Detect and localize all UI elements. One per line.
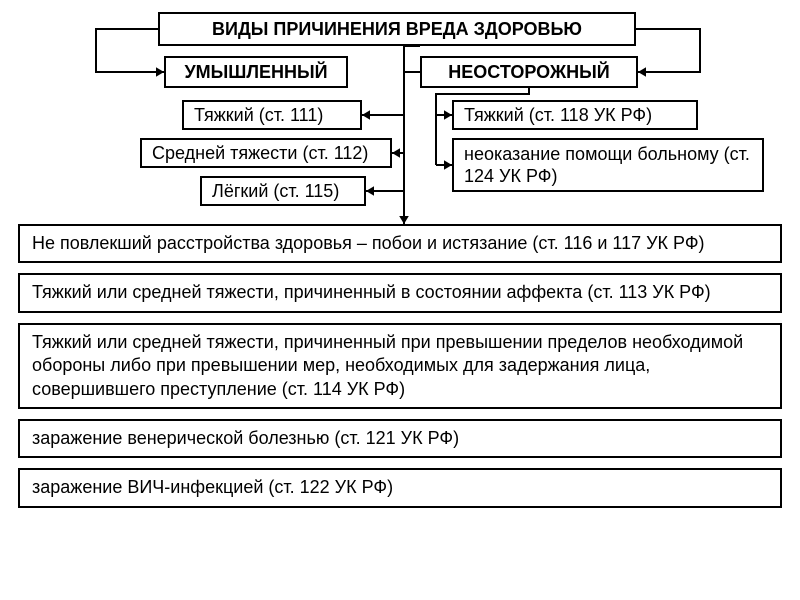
- branch-negligent-label: НЕОСТОРОЖНЫЙ: [448, 61, 609, 84]
- full-row-1: Тяжкий или средней тяжести, причиненный …: [18, 273, 782, 312]
- full-row-4: заражение ВИЧ-инфекцией (ст. 122 УК РФ): [18, 468, 782, 507]
- int-item-2-text: Лёгкий (ст. 115): [212, 180, 339, 203]
- neg-item-1-text: неоказание помощи больному (ст. 124 УК Р…: [464, 143, 752, 188]
- int-item-2: Лёгкий (ст. 115): [200, 176, 366, 206]
- title-box: ВИДЫ ПРИЧИНЕНИЯ ВРЕДА ЗДОРОВЬЮ: [158, 12, 636, 46]
- full-row-0: Не повлекший расстройства здоровья – поб…: [18, 224, 782, 263]
- int-item-0-text: Тяжкий (ст. 111): [194, 104, 323, 127]
- branch-intentional-label: УМЫШЛЕННЫЙ: [184, 61, 327, 84]
- int-item-0: Тяжкий (ст. 111): [182, 100, 362, 130]
- int-item-1-text: Средней тяжести (ст. 112): [152, 142, 368, 165]
- branch-intentional: УМЫШЛЕННЫЙ: [164, 56, 348, 88]
- full-rows: Не повлекший расстройства здоровья – поб…: [0, 224, 800, 518]
- neg-item-0-text: Тяжкий (ст. 118 УК РФ): [464, 104, 652, 127]
- neg-item-1: неоказание помощи больному (ст. 124 УК Р…: [452, 138, 764, 192]
- full-row-2: Тяжкий или средней тяжести, причиненный …: [18, 323, 782, 409]
- full-row-3: заражение венерической болезнью (ст. 121…: [18, 419, 782, 458]
- neg-item-0: Тяжкий (ст. 118 УК РФ): [452, 100, 698, 130]
- title-text: ВИДЫ ПРИЧИНЕНИЯ ВРЕДА ЗДОРОВЬЮ: [212, 18, 582, 41]
- branch-negligent: НЕОСТОРОЖНЫЙ: [420, 56, 638, 88]
- int-item-1: Средней тяжести (ст. 112): [140, 138, 392, 168]
